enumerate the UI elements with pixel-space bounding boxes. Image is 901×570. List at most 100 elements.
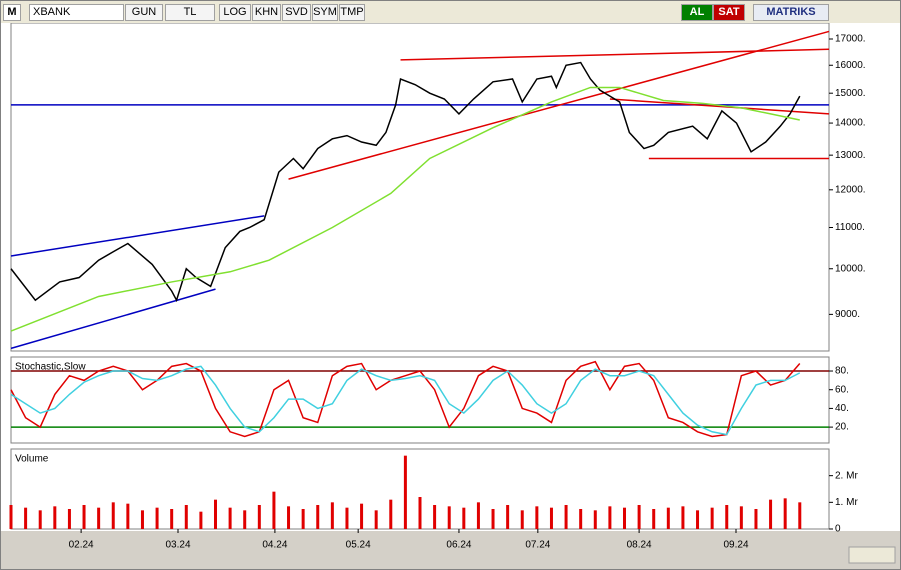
button[interactable]: KHN [252, 4, 281, 21]
symbol[interactable]: XBANK [29, 4, 124, 21]
x-tick-label: 07.24 [525, 540, 550, 551]
bar [155, 507, 159, 529]
bar [754, 509, 758, 529]
bar [637, 505, 641, 529]
bar [491, 509, 495, 529]
panel-title: Volume [15, 454, 49, 465]
y-tick-label: 20. [835, 422, 849, 433]
button[interactable]: SYM [312, 4, 338, 21]
bar [330, 502, 334, 529]
bar [126, 503, 130, 529]
bar [681, 506, 685, 529]
bar [564, 505, 568, 529]
bar [652, 509, 656, 529]
bar [389, 499, 393, 529]
sell-button[interactable]: SAT [713, 4, 745, 21]
button[interactable]: TL [165, 4, 215, 21]
bar [608, 506, 612, 529]
x-tick-label: 04.24 [262, 540, 287, 551]
bar [418, 497, 422, 529]
bar [111, 502, 115, 529]
y-tick-label: 13000. [835, 150, 866, 161]
bar [316, 505, 320, 529]
scroll-controls[interactable] [848, 546, 896, 564]
bar [82, 505, 86, 529]
bar [24, 507, 28, 529]
bar [228, 507, 232, 529]
bar [374, 510, 378, 529]
logo[interactable]: M [3, 4, 21, 21]
bar [433, 505, 437, 529]
y-tick-label: 40. [835, 403, 849, 414]
bar [710, 507, 714, 529]
y-tick-label: 60. [835, 384, 849, 395]
x-tick-label: 03.24 [165, 540, 190, 551]
bar [9, 505, 13, 529]
bar [549, 507, 553, 529]
y-tick-label: 2. Mr [835, 470, 858, 481]
bar [272, 491, 276, 529]
y-tick-label: 1. Mr [835, 497, 858, 508]
bar [447, 506, 451, 529]
y-tick-label: 17000. [835, 34, 866, 45]
toolbar: M XBANK GUN TL LOG KHN SVD SYM TMP AL SA… [1, 1, 900, 24]
chart: 9000. 10000. 11000. 12000. 13000. 14000. 15000… [1, 23, 900, 564]
x-tick-label: 06.24 [446, 540, 471, 551]
bar [184, 505, 188, 529]
button[interactable]: GUN [125, 4, 163, 21]
bar [67, 509, 71, 529]
button[interactable]: SVD [282, 4, 311, 21]
bar [476, 502, 480, 529]
bar [301, 509, 305, 529]
button[interactable]: TMP [339, 4, 365, 21]
bar [462, 507, 466, 529]
stochastic-panel [10, 356, 830, 444]
bar [257, 505, 261, 529]
bar [593, 510, 597, 529]
bar [97, 507, 101, 529]
series-line [10, 61, 801, 303]
bar [725, 505, 729, 529]
bar [696, 510, 700, 529]
x-tick-label: 08.24 [627, 540, 652, 551]
bar [345, 507, 349, 529]
trend-line [400, 48, 830, 61]
y-tick-label: 9000. [835, 309, 860, 320]
y-tick-label: 80. [835, 366, 849, 377]
trend-line [10, 215, 265, 257]
y-tick-label: 15000. [835, 88, 866, 99]
bar [170, 509, 174, 529]
button[interactable]: LOG [219, 4, 251, 21]
y-tick-label: 10000. [835, 263, 866, 274]
bar [783, 498, 787, 529]
y-tick-label: 11000. [835, 222, 865, 233]
bar [535, 506, 539, 529]
bar [199, 511, 203, 529]
chart-background [1, 23, 900, 531]
bar [214, 499, 217, 529]
bar [623, 507, 626, 529]
price-panel [10, 23, 830, 352]
bar [53, 506, 57, 529]
bar [287, 506, 291, 529]
x-tick-label: 05.24 [346, 540, 371, 551]
bar [506, 505, 510, 529]
series-line [10, 360, 801, 438]
trend-line [10, 288, 216, 350]
bar [520, 510, 524, 529]
bar [739, 506, 743, 529]
bar [140, 510, 144, 529]
bar [769, 499, 773, 529]
y-tick-label: 0 [835, 524, 841, 535]
x-tick-label: 09.24 [723, 540, 748, 551]
bar [666, 507, 670, 529]
buy-button[interactable]: AL [681, 4, 713, 21]
trend-line [609, 98, 830, 115]
bar [798, 502, 802, 529]
panel-title: Stochastic,Slow [15, 362, 86, 373]
trend-line [288, 30, 830, 180]
series-line [10, 365, 801, 436]
y-tick-label: 14000. [835, 118, 866, 129]
x-tick-label: 02.24 [69, 540, 94, 551]
